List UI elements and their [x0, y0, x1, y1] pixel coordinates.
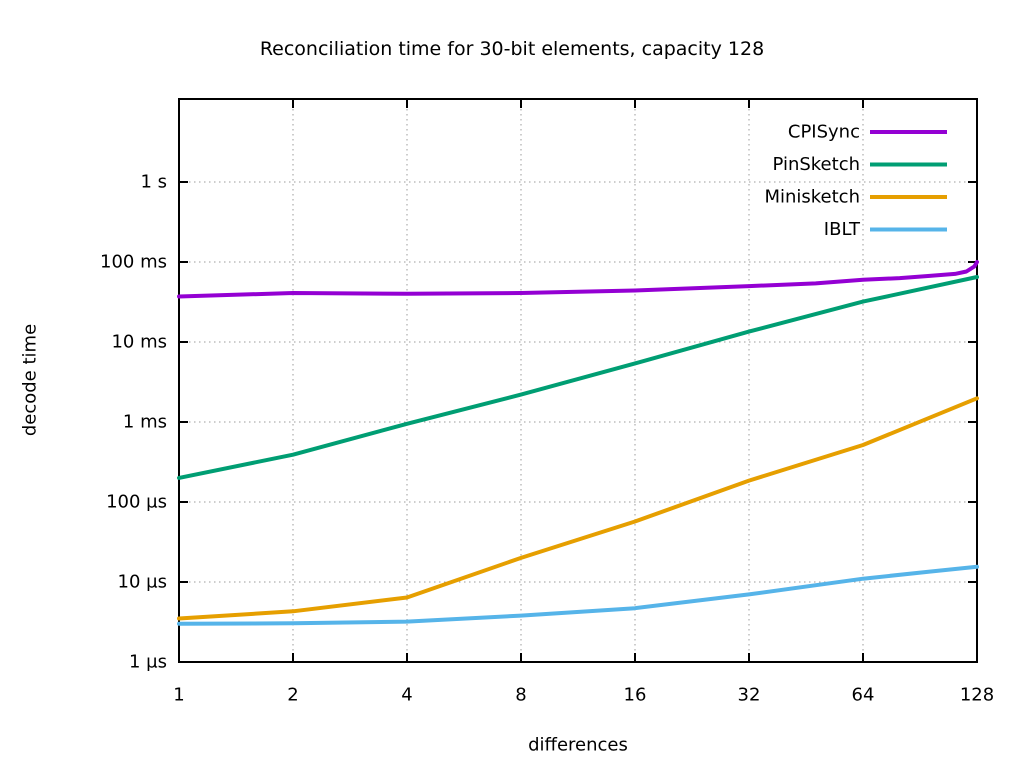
- x-tick-label-128: 128: [960, 685, 994, 706]
- x-tick-label-16: 16: [624, 685, 647, 706]
- legend-label-pinsketch: PinSketch: [772, 154, 860, 175]
- x-axis-title: differences: [528, 734, 628, 756]
- legend-label-cpisync: CPISync: [788, 122, 860, 143]
- x-tick-label-1: 1: [173, 685, 184, 706]
- series-line-minisketch: [177, 396, 979, 621]
- series-line-cpisync: [177, 260, 979, 299]
- plot-border: [178, 98, 978, 663]
- legend-label-iblt: IBLT: [824, 219, 861, 240]
- series-line-pinsketch: [177, 275, 979, 480]
- chart-title: Reconciliation time for 30-bit elements,…: [259, 38, 765, 60]
- y-tick-label-100ms: 100 ms: [100, 252, 167, 273]
- x-tick-label-8: 8: [515, 685, 526, 706]
- x-tick-label-64: 64: [852, 685, 875, 706]
- y-tick-label-100µs: 100 µs: [106, 492, 167, 513]
- y-tick-label-1µs: 1 µs: [129, 652, 167, 673]
- y-tick-label-10µs: 10 µs: [118, 572, 167, 593]
- legend-label-minisketch: Minisketch: [764, 187, 860, 208]
- y-tick-label-10ms: 10 ms: [111, 332, 167, 353]
- x-tick-label-2: 2: [287, 685, 298, 706]
- y-tick-label-1s: 1 s: [140, 172, 167, 193]
- y-tick-label-1ms: 1 ms: [123, 412, 167, 433]
- x-tick-label-4: 4: [401, 685, 412, 706]
- x-tick-label-32: 32: [738, 685, 761, 706]
- series-line-iblt: [177, 564, 979, 626]
